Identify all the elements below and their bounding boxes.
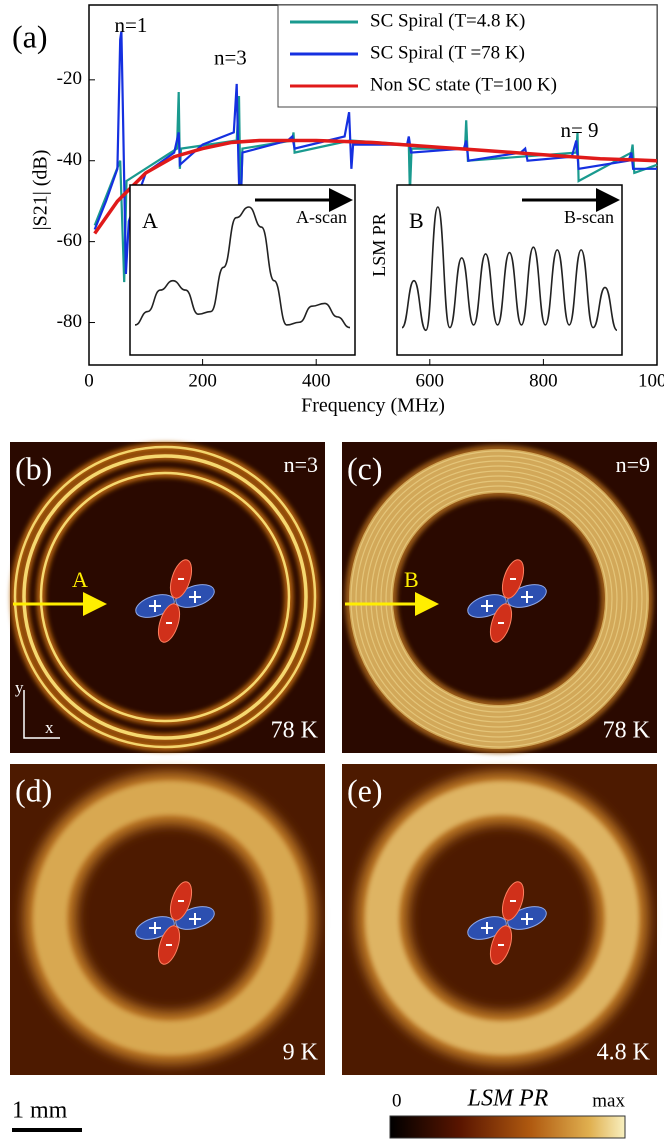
y-axis-label: |S21| (dB) [30, 150, 52, 231]
colorbar-max: max [592, 1090, 625, 1111]
colorbar-label: LSM PR [467, 1086, 549, 1112]
ring [39, 471, 291, 723]
x-tick-label: 600 [416, 370, 445, 391]
axes-icon [23, 690, 60, 739]
scale-bar [12, 1128, 82, 1132]
x-axis-label: Frequency (MHz) [301, 395, 445, 417]
panel-label: (b) [15, 450, 52, 486]
panel-label: (e) [347, 772, 383, 808]
colorbar-min: 0 [392, 1090, 402, 1111]
temperature-label: 4.8 K [597, 1040, 651, 1066]
y-tick-label: -60 [57, 230, 82, 251]
image-panels: (b) n=3 78 K Ay x (c) n=9 78 K B (d) 9 K (e) 4.8 K 1 … [10, 442, 657, 1139]
scan-label: B-scan [564, 207, 614, 227]
ring-texture [360, 460, 638, 738]
ring-texture [350, 450, 648, 748]
scale-bar-label: 1 mm [12, 1098, 68, 1124]
y-tick-label: -40 [57, 149, 82, 170]
legend-label: SC Spiral (T=4.8 K) [370, 10, 525, 31]
x-tick-label: 800 [529, 370, 558, 391]
ring [13, 445, 317, 749]
inset-y-label: LSM PR [369, 213, 389, 277]
ring [365, 781, 639, 1055]
inset-label: B [409, 208, 424, 233]
ring [22, 454, 308, 740]
ring-texture [380, 480, 618, 718]
annotation: n= 9 [560, 118, 598, 142]
x-tick-label: 200 [188, 370, 217, 391]
ring-texture [385, 485, 613, 713]
series-line [93, 31, 657, 275]
inset-line [134, 206, 351, 329]
annotation: n=1 [115, 13, 148, 37]
inset-line [401, 206, 618, 332]
ring-texture [370, 470, 628, 728]
legend-label: Non SC state (T=100 K) [370, 74, 557, 95]
temperature-label: 9 K [283, 1040, 319, 1066]
ring [33, 781, 307, 1055]
colorbar [389, 1115, 626, 1139]
annotation: n=3 [214, 45, 247, 69]
spectrum-chart: 0 200 400 600 800 1000 -20 -40 -60 -80 Frequency (… [12, 4, 664, 417]
temperature-label: 78 K [603, 718, 651, 744]
scan-label: A-scan [296, 207, 347, 227]
mode-label: n=3 [284, 452, 318, 477]
axis-y: y [15, 678, 24, 697]
y-tick-label: -20 [57, 68, 82, 89]
x-tick-label: 400 [302, 370, 331, 391]
legend-label: SC Spiral (T =78 K) [370, 42, 525, 63]
panel-label: (a) [12, 18, 48, 54]
inset-frame [396, 184, 623, 356]
ring-texture [365, 465, 633, 733]
ring-texture [375, 475, 623, 723]
mode-label: n=9 [616, 452, 650, 477]
panel-label: (d) [15, 772, 52, 808]
x-tick-label: 0 [84, 370, 94, 391]
axis-x: x [45, 718, 54, 737]
scan-label: A [72, 567, 88, 592]
panel-label: (c) [347, 450, 383, 486]
series-line [93, 138, 658, 235]
y-tick-label: -80 [57, 311, 82, 332]
ring-texture [390, 490, 608, 708]
x-tick-label: 1000 [638, 370, 664, 391]
ring-texture [355, 455, 643, 743]
temperature-label: 78 K [271, 718, 319, 744]
inset-label: A [142, 208, 158, 233]
scan-label: B [404, 567, 419, 592]
